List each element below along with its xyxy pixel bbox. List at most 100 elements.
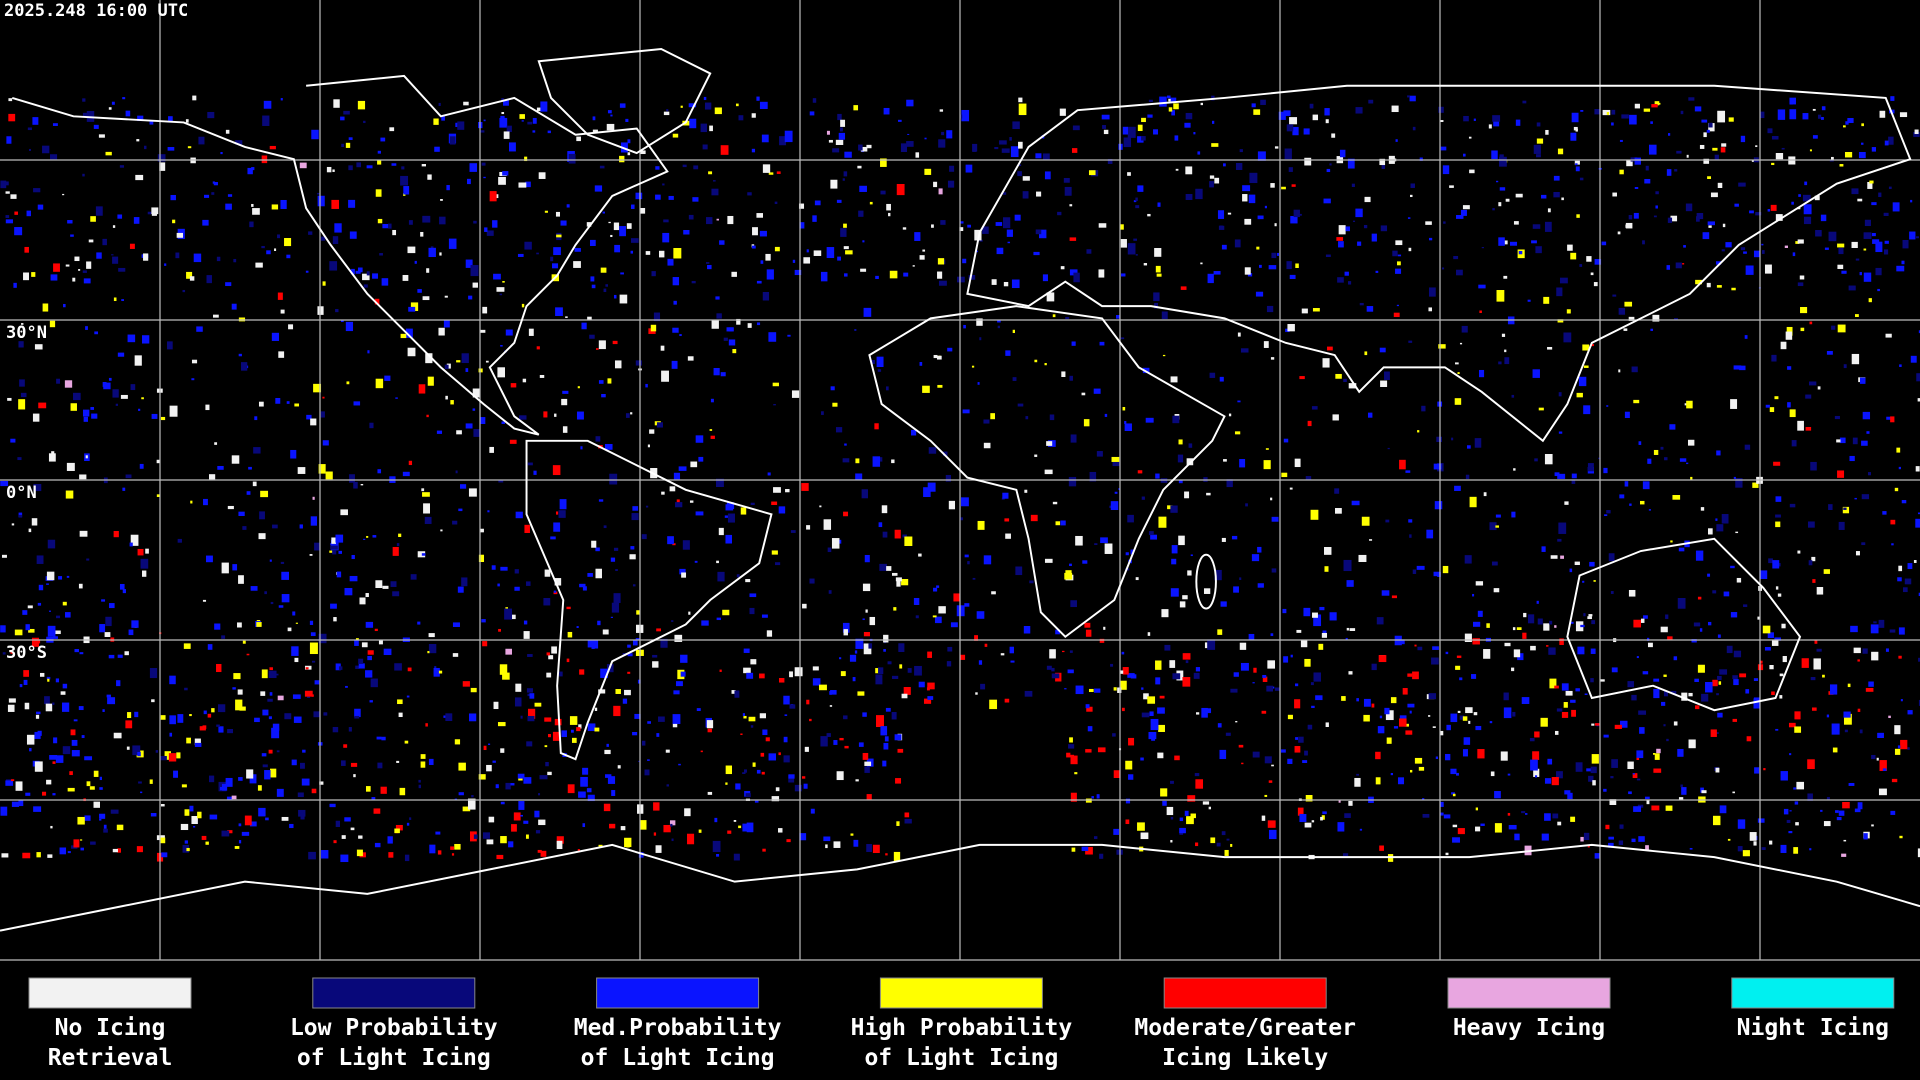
icing-pixel [183, 643, 191, 649]
icing-pixel [732, 349, 737, 354]
icing-pixel [1561, 197, 1564, 201]
icing-pixel [544, 745, 548, 748]
icing-pixel [472, 408, 476, 411]
icing-pixel [1504, 642, 1511, 647]
icing-pixel [716, 617, 722, 621]
icing-pixel [637, 679, 641, 684]
icing-pixel [1128, 774, 1134, 780]
icing-pixel [889, 270, 898, 279]
icing-pixel [414, 260, 417, 264]
icing-pixel [756, 96, 760, 101]
icing-pixel [933, 587, 938, 592]
icing-pixel [574, 248, 581, 252]
icing-pixel [1775, 514, 1781, 518]
icing-pixel [773, 487, 781, 493]
icing-pixel [1898, 565, 1903, 572]
icing-pixel [1762, 625, 1771, 634]
icing-pixel [80, 847, 84, 851]
icing-pixel [1075, 685, 1084, 695]
icing-pixel [1584, 693, 1588, 696]
icing-pixel [1567, 792, 1573, 800]
icing-pixel [803, 783, 808, 789]
icing-pixel [742, 772, 746, 774]
icing-pixel [597, 620, 601, 626]
icing-pixel [1099, 853, 1104, 859]
icing-pixel [1730, 612, 1738, 618]
icing-pixel [1022, 176, 1030, 181]
icing-pixel [1873, 621, 1877, 624]
icing-pixel [1475, 725, 1482, 731]
icing-pixel [378, 639, 383, 645]
icing-pixel [710, 435, 715, 439]
icing-pixel [1716, 450, 1721, 456]
icing-pixel [1837, 470, 1845, 478]
icing-pixel [762, 291, 770, 301]
icing-pixel [1036, 191, 1042, 197]
icing-pixel [1214, 177, 1220, 184]
icing-pixel [814, 200, 821, 206]
icing-pixel [1771, 354, 1777, 362]
icing-pixel [469, 713, 477, 722]
icing-pixel [1844, 151, 1853, 158]
icing-pixel [1500, 751, 1508, 761]
legend-label: Icing Likely [1162, 1045, 1328, 1071]
icing-pixel [789, 704, 796, 709]
icing-pixel [561, 730, 567, 738]
icing-pixel [1356, 698, 1359, 702]
icing-pixel [1730, 565, 1735, 569]
icing-pixel [345, 321, 354, 332]
icing-pixel [1368, 99, 1374, 104]
icing-pixel [1525, 813, 1528, 815]
icing-pixel [1207, 639, 1216, 650]
icing-pixel [551, 646, 557, 654]
icing-pixel [1468, 720, 1471, 724]
icing-pixel [1759, 111, 1765, 119]
icing-pixel [205, 555, 213, 563]
antarctica [0, 843, 1920, 932]
icing-pixel [919, 255, 925, 260]
icing-pixel [1739, 673, 1747, 678]
icing-pixel [1158, 724, 1165, 732]
icing-pixel [268, 749, 273, 754]
icing-pixel [1587, 463, 1594, 472]
icing-pixel [1590, 678, 1594, 683]
icing-pixel [18, 341, 24, 348]
icing-pixel [604, 749, 611, 755]
icing-pixel [1549, 678, 1557, 689]
icing-pixel [882, 531, 888, 538]
icing-pixel [1628, 316, 1635, 321]
icing-pixel [1137, 822, 1145, 831]
icing-pixel [232, 564, 238, 571]
icing-pixel [1196, 712, 1200, 715]
icing-pixel [1257, 583, 1264, 588]
icing-pixel [207, 713, 212, 718]
icing-pixel [1285, 328, 1290, 333]
icing-pixel [418, 779, 421, 783]
icing-pixel [517, 253, 524, 257]
icing-pixel [1428, 307, 1433, 312]
icing-pixel [1347, 158, 1355, 169]
icing-pixel [1917, 512, 1920, 515]
icing-pixel [130, 534, 139, 546]
icing-pixel [823, 519, 832, 530]
icing-pixel [1145, 417, 1154, 423]
icing-pixel [959, 114, 963, 119]
icing-pixel [1631, 366, 1638, 373]
icing-pixel [1576, 214, 1580, 218]
icing-pixel [1070, 792, 1077, 802]
icing-pixel [573, 261, 581, 268]
icing-pixel [689, 118, 697, 129]
icing-pixel [1268, 265, 1277, 270]
icing-pixel [439, 252, 442, 256]
icing-pixel [868, 643, 873, 649]
icing-pixel [1670, 690, 1677, 695]
icing-pixel [1125, 819, 1130, 825]
icing-pixel [1543, 623, 1550, 631]
icing-pixel [1480, 823, 1485, 826]
icing-pixel [606, 123, 615, 131]
icing-pixel [406, 822, 410, 826]
icing-pixel [1775, 521, 1781, 528]
icing-pixel [1025, 416, 1029, 420]
icing-pixel [1421, 405, 1426, 412]
icing-pixel [277, 234, 281, 239]
